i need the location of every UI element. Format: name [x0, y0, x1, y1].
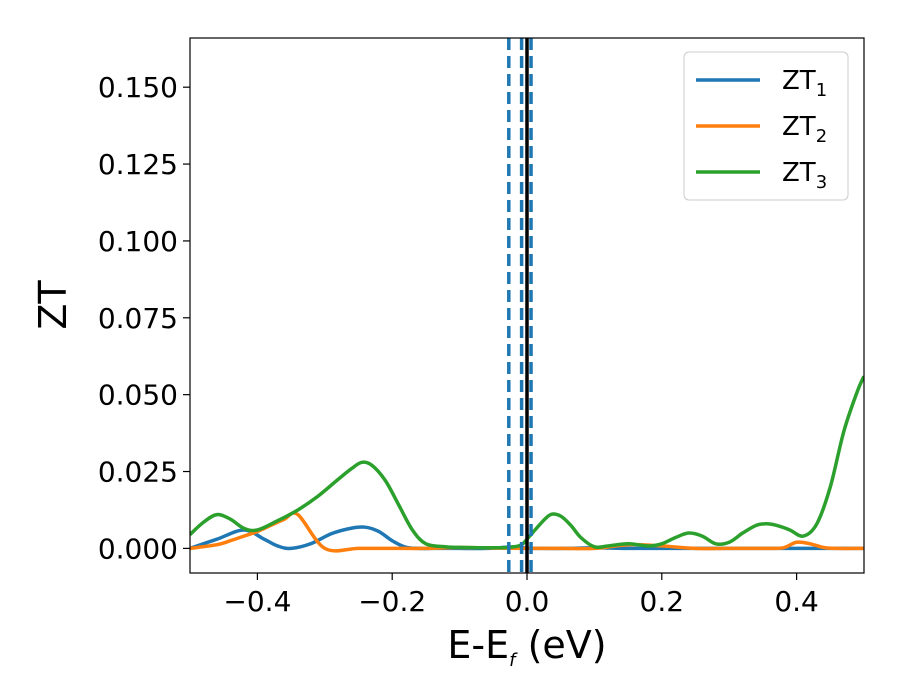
x-tick-label: −0.4 [223, 585, 291, 618]
legend-label-zt2: ZT2 [782, 112, 827, 147]
legend-label-zt1: ZT1 [782, 66, 827, 101]
x-tick-label: 0.2 [640, 585, 685, 618]
legend-label-zt3: ZT3 [782, 158, 827, 193]
y-tick-label: 0.150 [98, 71, 178, 104]
y-axis: 0.000 0.025 0.050 0.075 0.100 0.125 0.150 [98, 71, 190, 565]
legend: ZT1 ZT2 ZT3 [683, 51, 849, 201]
y-axis-title: ZT [31, 280, 75, 330]
x-axis-title: E-Ef (eV) [447, 623, 606, 671]
y-tick-label: 0.100 [98, 225, 178, 258]
y-tick-label: 0.025 [98, 456, 178, 489]
x-tick-label: 0.0 [505, 585, 550, 618]
legend-box [683, 51, 849, 201]
x-tick-label: −0.2 [358, 585, 426, 618]
reference-lines-layer [507, 38, 533, 573]
x-axis: −0.4 −0.2 0.0 0.2 0.4 [223, 573, 819, 618]
y-tick-label: 0.000 [98, 532, 178, 565]
x-tick-label: 0.4 [774, 585, 819, 618]
y-tick-label: 0.125 [98, 148, 178, 181]
series-line-zt3 [190, 375, 864, 550]
y-tick-label: 0.050 [98, 379, 178, 412]
y-tick-label: 0.075 [98, 302, 178, 335]
